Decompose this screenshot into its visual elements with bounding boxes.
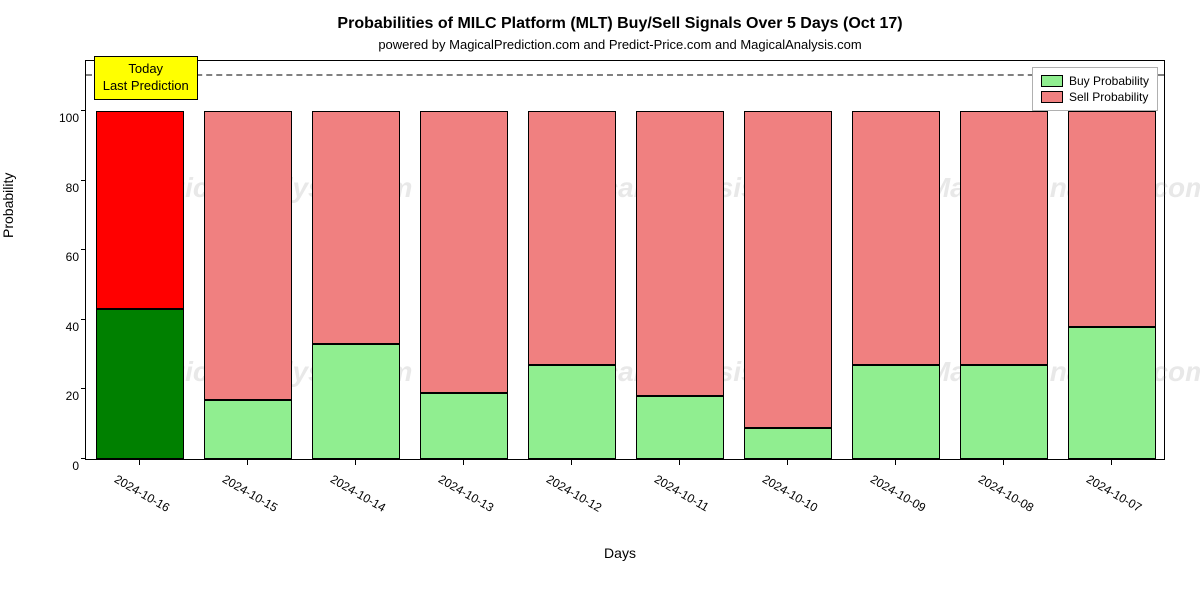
x-tick-mark: [571, 460, 572, 465]
y-tick-label: 80: [41, 181, 79, 195]
today-annotation: TodayLast Prediction: [94, 56, 198, 100]
y-tick-label: 100: [41, 111, 79, 125]
annotation-line2: Last Prediction: [103, 78, 189, 95]
buy-bar: [420, 393, 509, 459]
bar-group: [636, 61, 725, 459]
x-tick-label: 2024-10-12: [544, 472, 604, 515]
y-tick-label: 60: [41, 250, 79, 264]
legend-item: Buy Probability: [1041, 74, 1149, 88]
sell-bar: [204, 111, 293, 400]
y-axis-label: Probability: [0, 173, 16, 238]
x-tick-mark: [679, 460, 680, 465]
x-tick-label: 2024-10-07: [1084, 472, 1144, 515]
buy-bar: [1068, 327, 1157, 459]
plot-area: 020406080100MagicalAnalysis.comMagicalAn…: [85, 60, 1165, 460]
y-tick-label: 40: [41, 320, 79, 334]
bar-group: [312, 61, 401, 459]
sell-bar: [852, 111, 941, 365]
legend-label: Sell Probability: [1069, 90, 1148, 104]
bar-group: [1068, 61, 1157, 459]
sell-bar: [528, 111, 617, 365]
x-tick-mark: [895, 460, 896, 465]
legend-item: Sell Probability: [1041, 90, 1149, 104]
bar-group: [852, 61, 941, 459]
y-tick-mark: [81, 388, 86, 389]
x-tick-label: 2024-10-15: [220, 472, 280, 515]
sell-bar: [960, 111, 1049, 365]
annotation-line1: Today: [103, 61, 189, 78]
buy-bar: [744, 428, 833, 459]
x-tick-mark: [1003, 460, 1004, 465]
y-tick-mark: [81, 319, 86, 320]
chart-container: Probabilities of MILC Platform (MLT) Buy…: [0, 0, 1200, 600]
legend-swatch: [1041, 91, 1063, 103]
x-tick-label: 2024-10-10: [760, 472, 820, 515]
x-tick-mark: [787, 460, 788, 465]
sell-bar: [744, 111, 833, 428]
sell-bar: [636, 111, 725, 396]
buy-bar: [960, 365, 1049, 459]
y-tick-mark: [81, 458, 86, 459]
chart-title: Probabilities of MILC Platform (MLT) Buy…: [70, 15, 1170, 33]
bar-group: [204, 61, 293, 459]
buy-bar: [96, 309, 185, 459]
x-axis-label: Days: [70, 545, 1170, 561]
legend: Buy Probability Sell Probability: [1032, 67, 1158, 111]
sell-bar: [96, 111, 185, 309]
buy-bar: [636, 396, 725, 459]
bar-group: [528, 61, 617, 459]
buy-bar: [852, 365, 941, 459]
bar-group: [420, 61, 509, 459]
x-tick-mark: [355, 460, 356, 465]
bar-group: [744, 61, 833, 459]
y-tick-mark: [81, 249, 86, 250]
y-tick-mark: [81, 180, 86, 181]
x-tick-mark: [1111, 460, 1112, 465]
x-tick-label: 2024-10-11: [652, 472, 711, 514]
y-tick-mark: [81, 110, 86, 111]
x-tick-mark: [463, 460, 464, 465]
x-tick-label: 2024-10-13: [436, 472, 496, 515]
buy-bar: [528, 365, 617, 459]
x-tick-label: 2024-10-16: [112, 472, 172, 515]
bar-group: [96, 61, 185, 459]
chart-subtitle: powered by MagicalPrediction.com and Pre…: [70, 37, 1170, 52]
legend-label: Buy Probability: [1069, 74, 1149, 88]
x-tick-label: 2024-10-14: [328, 472, 388, 515]
x-tick-label: 2024-10-08: [976, 472, 1036, 515]
x-tick-mark: [247, 460, 248, 465]
sell-bar: [420, 111, 509, 393]
legend-swatch: [1041, 75, 1063, 87]
y-tick-label: 20: [41, 389, 79, 403]
x-tick-mark: [139, 460, 140, 465]
buy-bar: [204, 400, 293, 459]
buy-bar: [312, 344, 401, 459]
sell-bar: [312, 111, 401, 344]
bar-group: [960, 61, 1049, 459]
x-tick-label: 2024-10-09: [868, 472, 928, 515]
sell-bar: [1068, 111, 1157, 327]
y-tick-label: 0: [41, 459, 79, 473]
